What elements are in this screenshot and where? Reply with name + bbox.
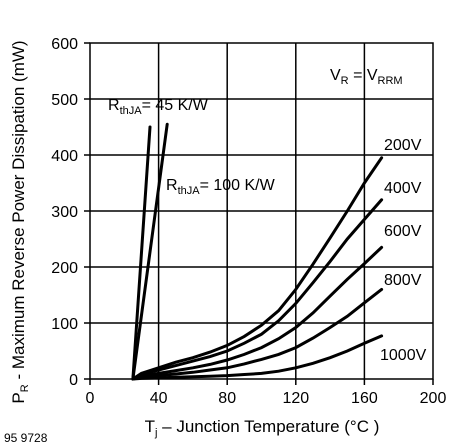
series-label-200v: 200V xyxy=(384,137,422,154)
thermal-lines-group xyxy=(131,122,169,381)
series-line-200v xyxy=(131,156,384,381)
tick-labels-group: 0 40 80 120 160 200 0 100 200 300 400 500 600 xyxy=(51,36,446,407)
series-line-400v xyxy=(131,198,384,381)
series-label-800v: 800V xyxy=(384,272,422,289)
plot-frame xyxy=(89,42,434,380)
thermal-label-45: RthJA= 45 K/W xyxy=(108,97,209,117)
series-line-600v xyxy=(131,245,384,381)
x-tick-label-120: 120 xyxy=(282,390,309,407)
y-tick-label-0: 0 xyxy=(69,372,78,389)
series-label-400v: 400V xyxy=(384,180,422,197)
figure-id: 95 9728 xyxy=(4,431,48,445)
y-tick-label-600: 600 xyxy=(51,36,78,53)
y-tick-label-500: 500 xyxy=(51,92,78,109)
x-axis-title: Tj – Junction Temperature (°C ) xyxy=(145,417,380,439)
thermal-line-1 xyxy=(131,122,169,381)
series-line-800v xyxy=(131,287,384,381)
thermal-line-0 xyxy=(131,125,152,381)
y-tick-label-100: 100 xyxy=(51,316,78,333)
y-axis-title: PR - Maximum Reverse Power Dissipation (… xyxy=(9,40,31,403)
series-label-600v: 600V xyxy=(384,223,422,240)
y-tick-label-400: 400 xyxy=(51,148,78,165)
series-line-1000v xyxy=(131,334,384,381)
thermal-label-100: RthJA= 100 K/W xyxy=(166,177,276,197)
x-tick-label-0: 0 xyxy=(86,390,95,407)
y-tick-label-300: 300 xyxy=(51,204,78,221)
x-tick-label-40: 40 xyxy=(150,390,168,407)
series-group xyxy=(131,156,384,381)
x-tick-label-80: 80 xyxy=(218,390,236,407)
condition-label: VR = VRRM xyxy=(330,67,403,87)
y-tick-label-200: 200 xyxy=(51,260,78,277)
x-tick-label-200: 200 xyxy=(420,390,447,407)
x-tick-label-160: 160 xyxy=(351,390,378,407)
series-label-1000v: 1000V xyxy=(380,347,427,364)
